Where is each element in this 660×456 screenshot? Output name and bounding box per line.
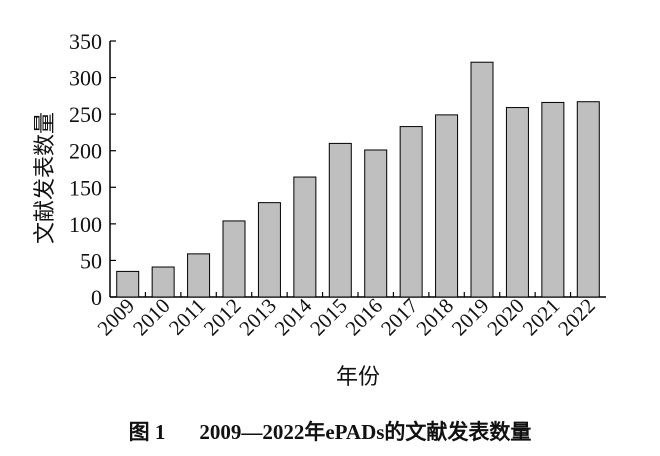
bar-2010 <box>151 266 175 298</box>
figure-caption: 图 1 2009—2022年ePADs的文献发表数量 <box>0 416 660 446</box>
y-tick-label: 250 <box>69 102 102 127</box>
bar-2017 <box>399 126 423 298</box>
bar-2018 <box>435 114 459 298</box>
x-tick-label: 2017 <box>376 294 423 341</box>
chart-axes <box>109 41 606 298</box>
y-tick-label: 0 <box>91 285 102 310</box>
bar-2021 <box>541 101 565 298</box>
x-tick-label: 2011 <box>164 294 210 340</box>
y-tick-label: 300 <box>69 66 102 91</box>
bar-2020 <box>505 107 529 298</box>
y-axis-label: 文献发表数量 <box>33 112 58 244</box>
x-tick-label: 2019 <box>447 294 494 341</box>
y-axis-ticks: 0 50 100 150 200 250 300 350 <box>69 29 116 310</box>
x-tick-label: 2018 <box>411 294 458 341</box>
x-tick-label: 2012 <box>199 294 246 341</box>
x-tick-label: 2021 <box>518 294 565 341</box>
x-tick-label: 2020 <box>482 294 529 341</box>
bar-2015 <box>328 142 352 298</box>
bar-2014 <box>293 176 317 298</box>
x-tick-label: 2010 <box>128 294 175 341</box>
x-tick-label: 2013 <box>234 294 281 341</box>
y-tick-label: 150 <box>69 175 102 200</box>
y-tick-label: 350 <box>69 29 102 54</box>
y-tick-label: 100 <box>69 212 102 237</box>
x-axis-label: 年份 <box>336 365 380 390</box>
x-tick-label: 2022 <box>553 294 600 341</box>
y-tick-label: 50 <box>80 248 102 273</box>
bar-2022 <box>576 101 600 298</box>
bar-2012 <box>222 220 246 298</box>
bar-2019 <box>470 61 494 298</box>
figure-label: 图 1 <box>128 420 166 444</box>
bar-2013 <box>257 202 281 298</box>
y-tick-label: 200 <box>69 139 102 164</box>
bar-2016 <box>364 149 388 298</box>
x-axis-ticks: 2009201020112012201320142015201620172018… <box>93 292 600 340</box>
bar-2009 <box>116 270 140 298</box>
x-tick-label: 2015 <box>305 294 352 341</box>
bar-2011 <box>187 253 211 298</box>
x-tick-label: 2016 <box>341 294 388 341</box>
chart-bars <box>116 61 600 298</box>
x-tick-label: 2014 <box>270 293 317 340</box>
figure-caption-text: 2009—2022年ePADs的文献发表数量 <box>199 420 532 444</box>
